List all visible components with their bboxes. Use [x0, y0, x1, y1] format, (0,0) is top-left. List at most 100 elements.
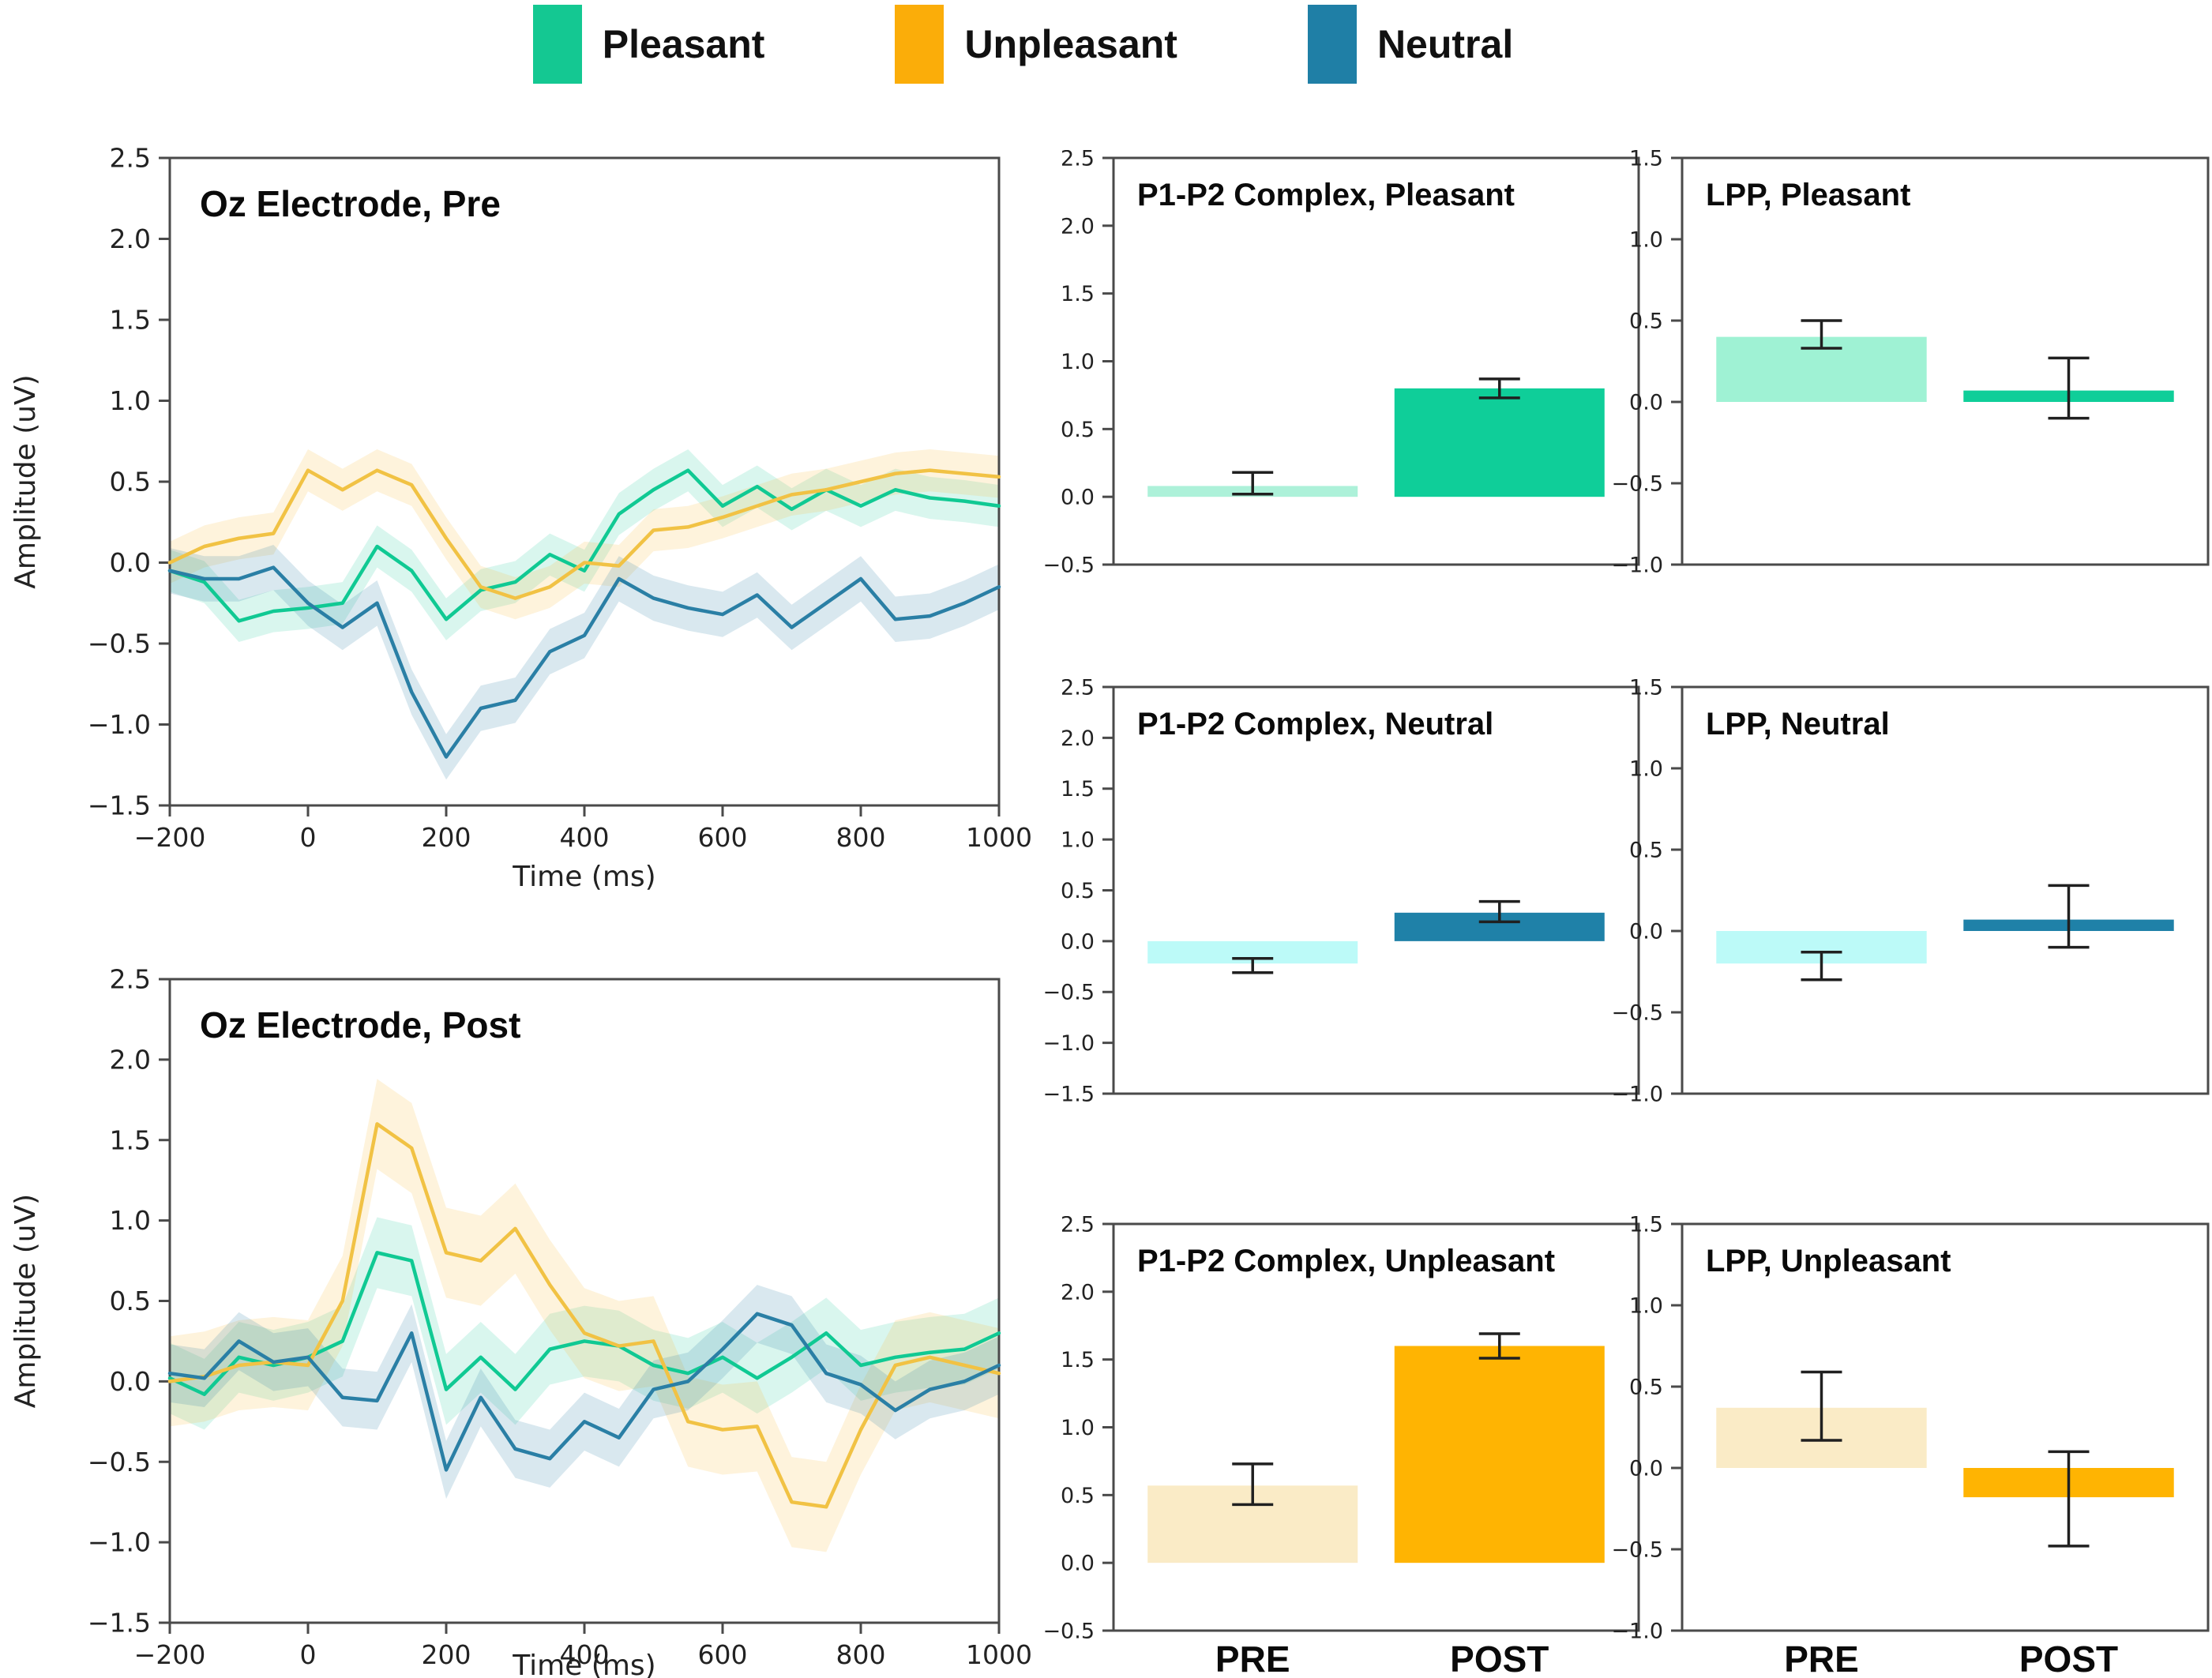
lpp_neutral-svg: −1.0 −0.5 0.0 0.5 1.0 1.5 LPP, Neutral [1611, 675, 2210, 1106]
y-tick-label: 0.0 [110, 1366, 151, 1397]
erp-line-chart-pre: −1.5 −1.0 −0.5 0.0 0.5 1.0 1.5 2.0 2.5 −200 0 200 40… [0, 111, 1050, 908]
y-tick-label: 2.0 [1061, 1280, 1095, 1304]
y-tick-label: 1.0 [1061, 1416, 1095, 1440]
x-tick-label: 200 [422, 822, 471, 853]
panel-title: LPP, Pleasant [1706, 178, 1910, 212]
p1p2_unpleasant-svg: −0.5 0.0 0.5 1.0 1.5 2.0 2.5 P1-P2 Complex, Unp… [1042, 1212, 1640, 1678]
x-tick-label: −200 [134, 822, 206, 853]
y-tick-label: 0.5 [1629, 838, 1663, 862]
x-tick-label: 600 [698, 822, 748, 853]
y-tick-label: −1.0 [1611, 553, 1663, 576]
y-tick-label: 0.0 [110, 547, 151, 578]
x-tick-label: 1000 [966, 822, 1032, 853]
y-tick-label: 1.5 [110, 305, 151, 336]
y-tick-label: 1.5 [1629, 679, 1663, 700]
legend-label-neutral: Neutral [1376, 22, 1514, 66]
bar-chart-p1p2-neutral: −1.5 −1.0 −0.5 0.0 0.5 1.0 1.5 2.0 2.5 P1-P2 Comp… [1023, 675, 1643, 1106]
y-tick-label: 2.5 [110, 964, 151, 995]
legend-label-unpleasant: Unpleasant [964, 22, 1177, 66]
panel-title: Oz Electrode, Post [200, 1004, 520, 1045]
y-tick-label: −0.5 [88, 629, 151, 659]
y-tick-label: 1.0 [1061, 828, 1095, 853]
pleasant-confidence-band [170, 1217, 999, 1430]
lpp_unpleasant-svg: −1.0 −0.5 0.0 0.5 1.0 1.5 LPP, Unpleasant PRE PO… [1611, 1212, 2210, 1678]
y-tick-label: 1.0 [110, 1205, 151, 1236]
neutral-color-swatch [1307, 5, 1357, 84]
neutral-line [167, 565, 1001, 759]
pleasant-color-swatch [532, 5, 582, 84]
plot-frame [1112, 156, 1640, 566]
unpleasant-confidence-band [170, 449, 999, 620]
y-tick-label: 1.5 [1629, 150, 1663, 171]
y-tick-label: −0.5 [1042, 981, 1095, 1005]
y-tick-label: 2.0 [1061, 726, 1095, 751]
plot-frame [1112, 685, 1640, 1095]
y-tick-label: 1.5 [110, 1124, 151, 1155]
y-tick-label: 1.0 [110, 385, 151, 416]
y-tick-label: −0.5 [1611, 1000, 1663, 1025]
legend-item-unpleasant: Unpleasant [895, 5, 1177, 84]
bar-chart-p1p2-pleasant: −0.5 0.0 0.5 1.0 1.5 2.0 2.5 P1-P2 Complex, Ple… [1023, 146, 1643, 577]
y-tick-label: −0.5 [1611, 471, 1663, 496]
y-tick-label: 0.5 [1061, 879, 1095, 903]
y-tick-label: 1.0 [1629, 227, 1663, 252]
y-tick-label: 2.0 [110, 223, 151, 254]
y-tick-label: 0.5 [1061, 1484, 1095, 1508]
neutral-line [167, 1312, 1001, 1472]
y-tick-label: −0.5 [1042, 553, 1095, 576]
bar-chart-lpp-unpleasant: −1.0 −0.5 0.0 0.5 1.0 1.5 LPP, Unpleasant PRE PO… [1591, 1212, 2212, 1678]
category-label-post: POST [2019, 1639, 2118, 1678]
y-tick-label: 0.0 [1629, 919, 1663, 944]
neutral-confidence-band [170, 1285, 999, 1500]
y-tick-label: −1.0 [1611, 1619, 1663, 1643]
x-tick-label: 400 [560, 1639, 610, 1670]
x-tick-label: 800 [836, 822, 886, 853]
post-bar [1394, 1346, 1605, 1564]
pleasant-line [167, 468, 1001, 623]
y-tick-label: 1.0 [1061, 350, 1095, 374]
plot-frame [1681, 1222, 2210, 1632]
x-tick-label: 400 [560, 822, 610, 853]
bar-chart-lpp-pleasant: −1.0 −0.5 0.0 0.5 1.0 1.5 LPP, Pleasant [1591, 146, 2212, 577]
y-axis-label: Amplitude (uV) [9, 1194, 42, 1408]
y-tick-label: −0.5 [1611, 1537, 1663, 1562]
unpleasant-confidence-band [170, 1079, 999, 1552]
y-tick-label: −0.5 [1042, 1619, 1095, 1643]
panel-title: P1-P2 Complex, Pleasant [1137, 178, 1515, 212]
erp_post-svg: −1.5 −1.0 −0.5 0.0 0.5 1.0 1.5 2.0 2.5 −200 0 200 40… [9, 964, 1032, 1678]
unpleasant-color-swatch [895, 5, 945, 84]
unpleasant-line [167, 1122, 1001, 1509]
y-tick-label: −1.0 [88, 709, 151, 740]
y-axis-label: Amplitude (uV) [9, 374, 42, 588]
x-tick-label: 600 [698, 1639, 748, 1670]
y-tick-label: 0.5 [110, 467, 151, 497]
bar-chart-p1p2-unpleasant: −0.5 0.0 0.5 1.0 1.5 2.0 2.5 P1-P2 Complex, Unp… [1023, 1212, 1643, 1678]
x-tick-label: 1000 [966, 1639, 1032, 1670]
y-tick-label: 0.0 [1061, 486, 1095, 510]
y-tick-label: 1.0 [1629, 1293, 1663, 1318]
x-axis-label: Time (ms) [512, 861, 655, 893]
y-tick-label: −1.5 [1042, 1082, 1095, 1106]
pleasant-confidence-band [170, 449, 999, 642]
legend-item-neutral: Neutral [1307, 5, 1514, 84]
figure-legend: Pleasant Unpleasant Neutral [0, 5, 2129, 84]
y-tick-label: −1.0 [1611, 1082, 1663, 1106]
plot-frame [1681, 685, 2210, 1095]
y-tick-label: 2.0 [1061, 214, 1095, 238]
y-tick-label: 2.5 [1061, 1216, 1095, 1237]
lpp_pleasant-svg: −1.0 −0.5 0.0 0.5 1.0 1.5 LPP, Pleasant [1611, 146, 2210, 577]
erp_pre-svg: −1.5 −1.0 −0.5 0.0 0.5 1.0 1.5 2.0 2.5 −200 0 200 40… [9, 143, 1032, 893]
panel-title: LPP, Neutral [1706, 707, 1890, 741]
y-tick-label: 1.0 [1629, 756, 1663, 781]
x-tick-label: 0 [300, 822, 317, 853]
y-tick-label: −1.0 [1042, 1031, 1095, 1056]
y-tick-label: 0.5 [110, 1286, 151, 1316]
p1p2_pleasant-svg: −0.5 0.0 0.5 1.0 1.5 2.0 2.5 P1-P2 Complex, Ple… [1042, 146, 1640, 577]
panel-title: LPP, Unpleasant [1706, 1244, 1951, 1278]
y-tick-label: −1.0 [88, 1527, 151, 1558]
category-label-pre: PRE [1215, 1639, 1290, 1678]
legend-label-pleasant: Pleasant [602, 22, 765, 66]
plot-frame [1681, 156, 2210, 566]
y-tick-label: 0.0 [1629, 390, 1663, 415]
